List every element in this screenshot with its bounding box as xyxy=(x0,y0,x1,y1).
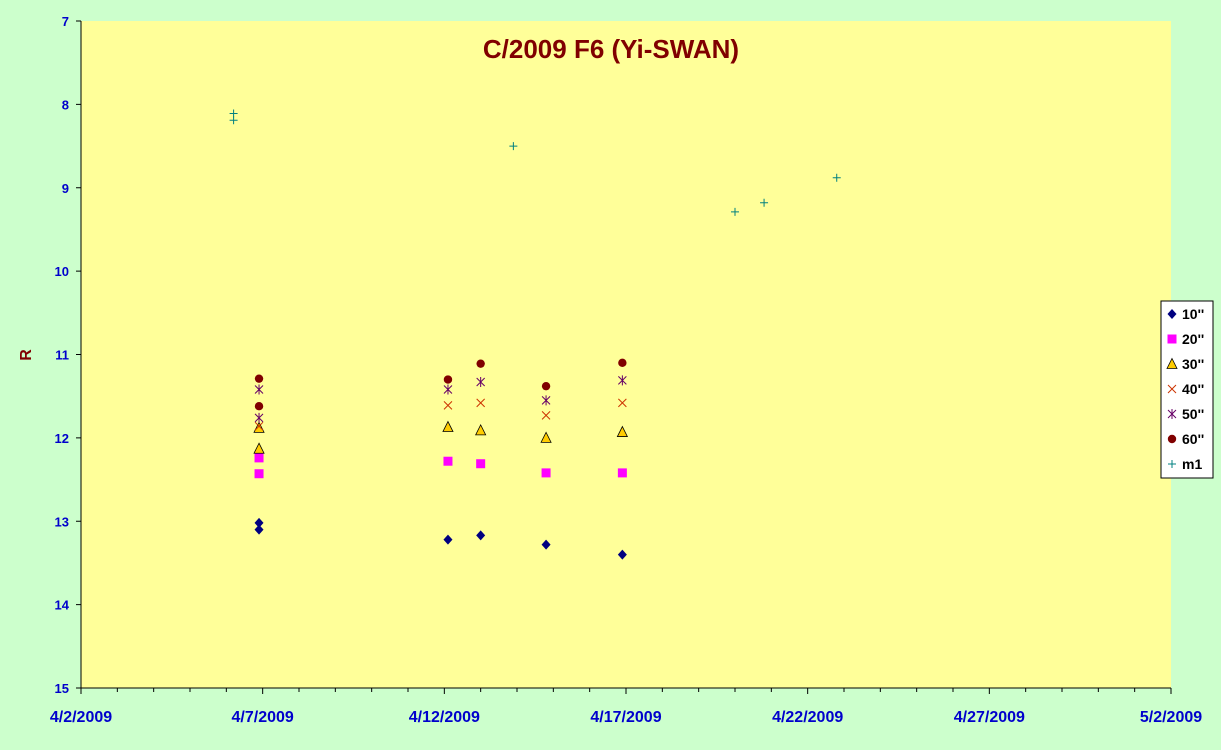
legend-label: 40'' xyxy=(1182,381,1204,397)
legend: 10'' 20'' 30'' 40'' 50'' 60'' m1 xyxy=(1160,300,1214,479)
y-tick-label: 10 xyxy=(55,264,69,279)
data-point xyxy=(229,109,238,118)
y-tick-label: 15 xyxy=(55,681,69,696)
x-tick-label: 4/27/2009 xyxy=(954,709,1025,726)
data-point xyxy=(254,517,264,528)
data-point xyxy=(541,468,551,478)
data-point xyxy=(760,198,769,207)
x-tick-label: 4/2/2009 xyxy=(50,709,112,726)
data-point xyxy=(476,359,485,368)
data-point xyxy=(254,524,264,535)
plot-area xyxy=(81,21,1171,688)
data-point xyxy=(443,384,453,395)
data-point xyxy=(541,381,551,391)
series-6 xyxy=(254,358,627,411)
legend-marker xyxy=(1167,334,1177,344)
x-tick-label: 4/22/2009 xyxy=(772,709,843,726)
legend-box xyxy=(1160,300,1214,479)
data-point xyxy=(476,398,486,408)
data-point xyxy=(476,530,486,541)
data-point xyxy=(254,421,264,431)
y-tick-label: 14 xyxy=(55,598,70,613)
y-tick-label: 11 xyxy=(55,348,69,363)
data-point xyxy=(254,374,264,383)
y-tick-label: 9 xyxy=(62,181,69,196)
series-1 xyxy=(254,517,627,560)
legend-label: 20'' xyxy=(1182,331,1204,347)
axes: 7 8 9 10 11 12 13 14 15 4/2/2009 4/7/2009 4/12/2009… xyxy=(50,14,1202,726)
data-point xyxy=(541,411,551,420)
series-4 xyxy=(254,398,627,431)
y-axis-label: R xyxy=(18,349,35,361)
legend-label: 30'' xyxy=(1182,356,1204,372)
legend-marker xyxy=(1167,434,1177,444)
data-point xyxy=(617,549,627,560)
data-point xyxy=(832,173,841,182)
data-point xyxy=(443,375,453,384)
y-tick-label: 13 xyxy=(55,514,69,529)
series-2 xyxy=(254,453,627,479)
data-point xyxy=(229,116,238,125)
data-point xyxy=(254,401,264,411)
data-marks xyxy=(229,109,841,560)
legend-label: 60'' xyxy=(1182,431,1204,447)
y-tick-label: 12 xyxy=(55,431,69,446)
data-point xyxy=(254,453,264,463)
x-tick-label: 4/17/2009 xyxy=(590,709,661,726)
legend-marker xyxy=(1167,384,1177,394)
series-7 xyxy=(229,109,841,216)
legend-label: 50'' xyxy=(1182,406,1204,422)
data-point xyxy=(253,442,265,454)
data-point xyxy=(541,395,551,406)
data-point xyxy=(254,384,264,395)
data-point xyxy=(443,456,453,466)
x-tick-label: 4/7/2009 xyxy=(232,709,294,726)
legend-marker xyxy=(1168,460,1176,468)
legend-marker xyxy=(1167,309,1177,319)
data-point xyxy=(254,469,264,479)
data-point xyxy=(617,468,627,478)
data-point xyxy=(475,423,487,436)
y-tick-label: 7 xyxy=(62,14,69,29)
data-point xyxy=(731,207,739,216)
data-point xyxy=(254,412,264,423)
x-tick-label: 5/2/2009 xyxy=(1140,709,1202,726)
x-tick-label: 4/12/2009 xyxy=(409,709,480,726)
data-point xyxy=(540,431,552,443)
series-5 xyxy=(254,375,627,423)
legend-marker xyxy=(1167,409,1177,419)
data-point xyxy=(541,539,551,550)
data-point xyxy=(618,375,627,386)
data-point xyxy=(509,142,518,151)
series-3 xyxy=(253,420,629,454)
data-point xyxy=(443,534,453,545)
legend-label: m1 xyxy=(1182,456,1202,472)
y-tick-label: 8 xyxy=(62,97,69,112)
chart-title: C/2009 F6 (Yi-SWAN) xyxy=(483,34,739,64)
data-point xyxy=(476,459,486,469)
data-point xyxy=(442,420,454,432)
data-point xyxy=(443,401,453,410)
data-point xyxy=(618,398,627,408)
legend-label: 10'' xyxy=(1182,306,1204,322)
data-point xyxy=(476,377,486,388)
data-point xyxy=(253,421,265,433)
data-point xyxy=(616,425,629,437)
legend-marker xyxy=(1166,357,1178,369)
data-point xyxy=(618,358,627,368)
